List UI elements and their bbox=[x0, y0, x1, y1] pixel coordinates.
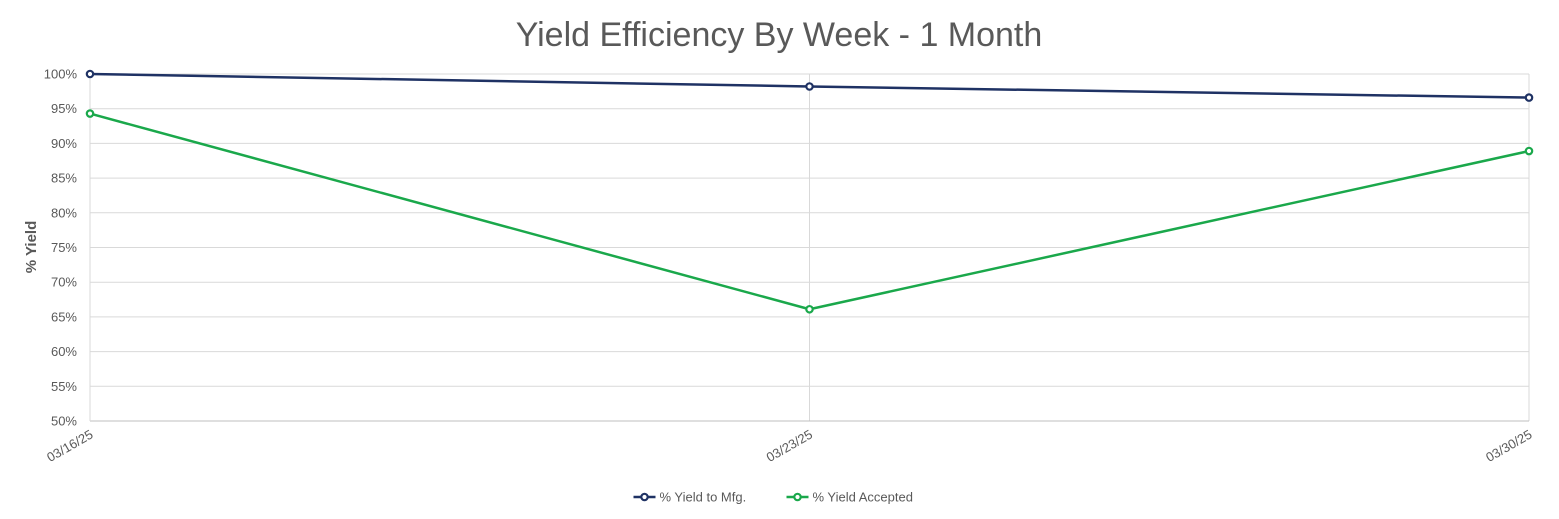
y-tick-label: 95% bbox=[51, 101, 77, 116]
y-tick-label: 50% bbox=[51, 414, 77, 429]
x-tick-label: 03/30/25 bbox=[1483, 427, 1534, 465]
y-tick-label: 85% bbox=[51, 171, 77, 186]
legend: % Yield to Mfg. % Yield Accepted bbox=[633, 490, 913, 505]
data-point bbox=[85, 69, 95, 79]
y-tick-label: 100% bbox=[44, 67, 78, 82]
legend-swatch-marker bbox=[640, 492, 649, 502]
x-tick-labels: 03/16/25 03/23/25 03/30/25 bbox=[44, 427, 1534, 465]
legend-swatch-marker bbox=[793, 492, 802, 502]
data-point bbox=[1524, 93, 1534, 102]
data-point bbox=[1524, 146, 1534, 156]
y-tick-label: 65% bbox=[51, 309, 77, 324]
y-axis-label: % Yield bbox=[23, 221, 40, 274]
legend-item: % Yield to Mfg. bbox=[633, 490, 747, 505]
y-tick-label: 60% bbox=[51, 344, 77, 359]
y-tick-label: 80% bbox=[51, 205, 77, 220]
legend-label: % Yield Accepted bbox=[813, 490, 913, 505]
y-tick-label: 70% bbox=[51, 275, 77, 290]
data-point bbox=[85, 109, 95, 118]
series-layer bbox=[85, 69, 1534, 314]
data-point bbox=[805, 304, 814, 314]
x-tick-label: 03/23/25 bbox=[764, 427, 815, 465]
legend-label: % Yield to Mfg. bbox=[660, 490, 747, 505]
y-tick-label: 55% bbox=[51, 379, 77, 394]
x-tick-label: 03/16/25 bbox=[44, 427, 95, 465]
grid-layer bbox=[89, 73, 1530, 422]
y-tick-labels: 100% 95% 90% 85% 80% 75% 70% 65% 60% 55% 50% bbox=[44, 67, 78, 429]
chart-title: Yield Efficiency By Week - 1 Month bbox=[516, 16, 1043, 54]
y-tick-label: 75% bbox=[51, 240, 77, 255]
y-tick-label: 90% bbox=[51, 136, 77, 151]
legend-item: % Yield Accepted bbox=[786, 490, 913, 505]
data-point bbox=[805, 82, 814, 91]
